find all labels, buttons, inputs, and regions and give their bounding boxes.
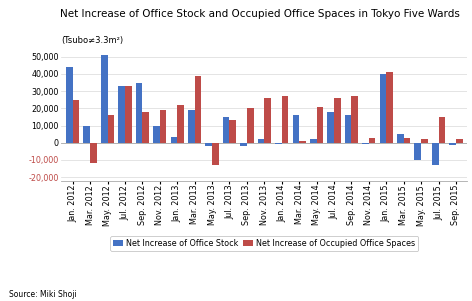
Bar xyxy=(317,107,323,143)
Text: Source: Miki Shoji: Source: Miki Shoji xyxy=(9,290,77,299)
Text: Net Increase of Office Stock and Occupied Office Spaces in Tokyo Five Wards: Net Increase of Office Stock and Occupie… xyxy=(59,9,460,19)
Bar xyxy=(73,100,79,143)
Bar xyxy=(456,139,463,143)
Bar xyxy=(66,67,73,143)
Bar xyxy=(299,141,306,143)
Bar xyxy=(404,138,410,143)
Bar xyxy=(125,86,132,143)
Bar xyxy=(153,126,160,143)
Bar xyxy=(136,82,143,143)
Bar xyxy=(188,110,194,143)
Bar xyxy=(438,117,445,143)
Bar xyxy=(143,112,149,143)
Bar xyxy=(212,143,219,165)
Bar xyxy=(258,139,264,143)
Bar xyxy=(205,143,212,146)
Bar xyxy=(379,74,386,143)
Bar xyxy=(84,126,90,143)
Bar xyxy=(386,72,393,143)
Bar xyxy=(170,137,177,143)
Bar xyxy=(334,98,341,143)
Legend: Net Increase of Office Stock, Net Increase of Occupied Office Spaces: Net Increase of Office Stock, Net Increa… xyxy=(110,236,418,251)
Bar xyxy=(108,115,114,143)
Bar xyxy=(240,143,247,146)
Bar xyxy=(421,139,428,143)
Bar xyxy=(352,96,358,143)
Bar xyxy=(328,112,334,143)
Bar xyxy=(432,143,438,165)
Bar xyxy=(282,96,288,143)
Bar xyxy=(345,115,352,143)
Bar xyxy=(90,143,97,163)
Bar xyxy=(229,120,236,143)
Bar xyxy=(275,143,282,144)
Bar xyxy=(118,86,125,143)
Bar xyxy=(264,98,271,143)
Bar xyxy=(362,143,369,144)
Bar xyxy=(194,76,201,143)
Bar xyxy=(397,134,404,143)
Bar xyxy=(449,143,456,145)
Bar xyxy=(414,143,421,160)
Bar xyxy=(223,117,229,143)
Text: (Tsubo≠3.3m²): (Tsubo≠3.3m²) xyxy=(61,36,124,45)
Bar xyxy=(247,108,253,143)
Bar xyxy=(369,138,375,143)
Bar xyxy=(160,110,167,143)
Bar xyxy=(293,115,299,143)
Bar xyxy=(177,105,184,143)
Bar xyxy=(101,55,108,143)
Bar xyxy=(310,139,317,143)
